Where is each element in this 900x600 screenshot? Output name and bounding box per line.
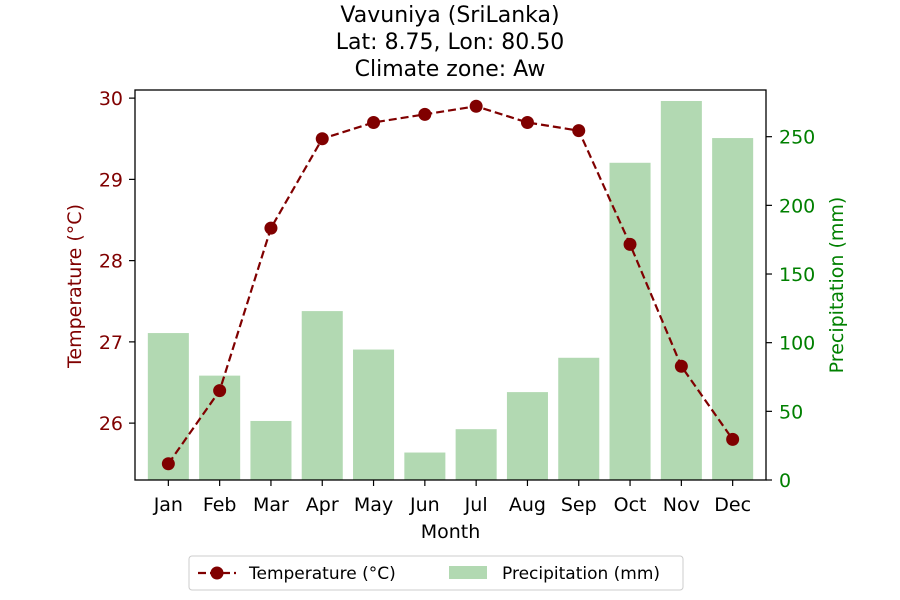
- x-tick-label-jun: Jun: [409, 494, 440, 516]
- title-line-1: Vavuniya (SriLanka): [340, 3, 559, 28]
- temp-point-apr: [315, 132, 329, 146]
- x-tick-label-oct: Oct: [614, 494, 647, 516]
- plot-frame: [134, 89, 767, 481]
- legend-precip-label: Precipitation (mm): [502, 564, 660, 584]
- temp-point-jun: [418, 107, 432, 121]
- right-tick-label-250: 250: [779, 127, 815, 149]
- chart-title: Vavuniya (SriLanka)Lat: 8.75, Lon: 80.50…: [336, 3, 564, 82]
- temp-point-aug: [520, 116, 534, 129]
- temp-point-dec: [726, 432, 740, 446]
- temperature-line: [161, 99, 740, 471]
- legend: Temperature (°C) Precipitation (mm): [188, 555, 684, 591]
- x-tick-label-mar: Mar: [253, 494, 289, 516]
- x-tick-label-nov: Nov: [663, 494, 700, 516]
- x-tick-label-feb: Feb: [203, 494, 237, 516]
- temp-point-oct: [623, 237, 637, 251]
- precip-bar-apr: [301, 311, 343, 480]
- x-tick-label-aug: Aug: [509, 494, 546, 516]
- precip-bar-jan: [147, 333, 189, 480]
- left-tick-label-26: 26: [99, 413, 123, 435]
- precip-bar-may: [353, 349, 395, 480]
- precip-bar-sep: [558, 357, 600, 480]
- legend-box: [188, 555, 684, 591]
- precip-bar-jul: [455, 429, 497, 480]
- precip-bar-nov: [660, 100, 702, 481]
- precip-bar-dec: [712, 138, 754, 480]
- left-axis-label: Temperature (°C): [64, 204, 86, 369]
- x-tick-label-jan: Jan: [153, 494, 183, 516]
- x-tick-label-dec: Dec: [714, 494, 751, 516]
- right-tick-label-200: 200: [779, 195, 815, 217]
- temp-point-nov: [674, 359, 688, 373]
- x-axis-label: Month: [421, 521, 481, 543]
- precip-bar-oct: [609, 162, 651, 481]
- temp-point-jan: [161, 457, 175, 471]
- temp-point-jul: [469, 99, 483, 113]
- title-line-3: Climate zone: Aw: [355, 57, 546, 82]
- legend-temp-marker: [210, 566, 224, 580]
- right-axis-label: Precipitation (mm): [826, 197, 848, 374]
- precip-bar-mar: [250, 420, 292, 480]
- precip-bar-jun: [404, 452, 446, 480]
- left-tick-label-28: 28: [99, 251, 123, 273]
- right-tick-label-150: 150: [779, 264, 815, 286]
- temp-point-may: [367, 116, 381, 129]
- temp-point-sep: [572, 124, 586, 138]
- temp-point-feb: [213, 384, 227, 398]
- legend-temp-label: Temperature (°C): [248, 564, 396, 584]
- title-line-2: Lat: 8.75, Lon: 80.50: [336, 30, 564, 55]
- temp-point-mar: [264, 221, 278, 235]
- axes: Jan Feb Mar Apr May Jun Jul Aug Sep Oct Nov Dec Mont…: [64, 88, 848, 543]
- precipitation-bars: [147, 100, 754, 481]
- precip-bar-aug: [506, 392, 548, 480]
- left-tick-label-30: 30: [99, 88, 123, 110]
- legend-precip-swatch: [449, 566, 487, 579]
- x-tick-label-jul: Jul: [464, 494, 488, 516]
- x-tick-label-sep: Sep: [561, 494, 597, 516]
- right-tick-label-0: 0: [779, 470, 791, 492]
- x-tick-label-apr: Apr: [306, 494, 339, 516]
- temperature-series-line: [167, 105, 734, 465]
- left-tick-label-29: 29: [99, 169, 123, 191]
- right-tick-label-100: 100: [779, 333, 815, 355]
- left-tick-label-27: 27: [99, 332, 123, 354]
- right-tick-label-50: 50: [779, 401, 803, 423]
- x-tick-label-may: May: [354, 494, 393, 516]
